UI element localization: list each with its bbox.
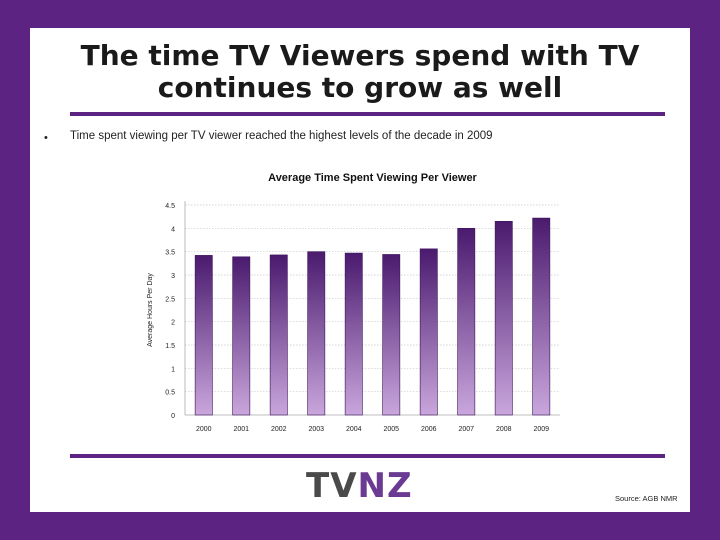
bar-2002 — [269, 254, 288, 416]
y-tick-label: 0.5 — [165, 390, 175, 397]
bottom-divider — [70, 454, 665, 458]
x-tick-label: 2006 — [421, 426, 437, 433]
x-tick-label: 2003 — [308, 426, 324, 433]
x-tick-label: 2007 — [458, 426, 474, 433]
x-tick-label: 2008 — [496, 426, 512, 433]
source-note: Source: AGB NMR — [615, 494, 678, 503]
y-tick-label: 1.5 — [165, 343, 175, 350]
x-tick-label: 2004 — [346, 426, 362, 433]
y-tick-label: 1 — [171, 366, 175, 373]
bar-2008 — [494, 221, 513, 416]
title-line-1: The time TV Viewers spend with TV — [80, 39, 640, 72]
y-tick-label: 2.5 — [165, 296, 175, 303]
y-tick-label: 2 — [171, 320, 175, 327]
bar-2007 — [457, 228, 476, 416]
bullet-icon: • — [44, 132, 48, 144]
chart-title: Average Time Spent Viewing Per Viewer — [268, 172, 477, 184]
bar-2003 — [307, 251, 326, 416]
bar-2009 — [532, 217, 551, 416]
x-tick-label: 2009 — [533, 426, 549, 433]
x-tick-label: 2000 — [196, 426, 212, 433]
y-tick-label: 4 — [171, 226, 175, 233]
slide: The time TV Viewers spend with TV contin… — [30, 28, 690, 512]
slide-title: The time TV Viewers spend with TV contin… — [30, 40, 690, 104]
logo-tv: TV — [306, 466, 358, 506]
y-tick-label: 3.5 — [165, 250, 175, 257]
logo-nz: NZ — [357, 466, 413, 506]
x-tick-label: 2001 — [233, 426, 249, 433]
y-tick-label: 0 — [171, 413, 175, 420]
title-line-2: continues to grow as well — [157, 71, 563, 104]
y-axis-label: Average Hours Per Day — [147, 273, 154, 347]
bar-2001 — [232, 256, 251, 416]
x-tick-label: 2002 — [271, 426, 287, 433]
top-divider — [70, 112, 665, 116]
bullet-text: Time spent viewing per TV viewer reached… — [70, 130, 493, 142]
bar-2005 — [382, 254, 401, 416]
bar-chart: Average Time Spent Viewing Per Viewer Ave… — [147, 172, 560, 433]
x-tick-label: 2005 — [383, 426, 399, 433]
y-tick-label: 4.5 — [165, 203, 175, 210]
bar-2006 — [419, 248, 438, 416]
bar-2000 — [194, 255, 213, 416]
bar-2004 — [344, 252, 363, 416]
y-tick-label: 3 — [171, 273, 175, 280]
tvnz-logo: TVNZ — [306, 468, 413, 504]
